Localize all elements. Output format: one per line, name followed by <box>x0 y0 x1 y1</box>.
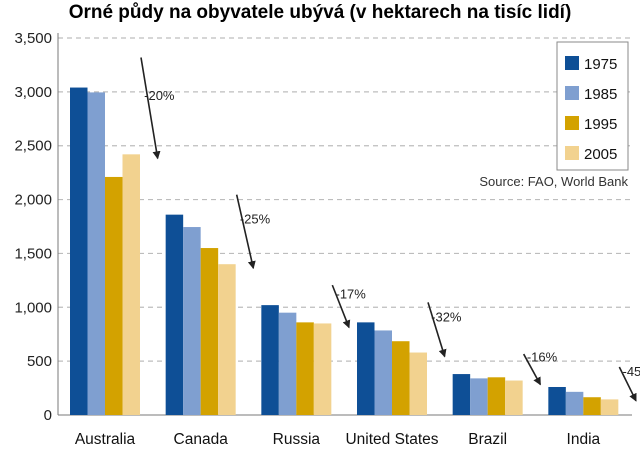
x-axis: Australia Canada Russia United States Brazil… <box>75 431 601 448</box>
legend-swatch <box>565 116 579 130</box>
bar <box>278 312 297 415</box>
x-tick-label: India <box>567 431 601 448</box>
change-arrow <box>140 57 161 160</box>
bar <box>409 352 427 415</box>
bar <box>505 380 523 415</box>
change-arrow <box>235 194 256 270</box>
bar <box>122 154 140 415</box>
legend: 1975 1985 1995 2005 Source: FAO, World Bank <box>479 41 629 189</box>
bar <box>374 330 392 415</box>
x-tick-label: Canada <box>174 431 229 448</box>
y-tick-label: 1,500 <box>14 245 52 262</box>
bar <box>183 227 201 415</box>
gridlines <box>58 37 632 362</box>
y-tick-label: 3,500 <box>14 30 52 47</box>
bar <box>452 374 471 415</box>
bar <box>70 87 88 415</box>
y-tick-label: 500 <box>27 353 52 370</box>
y-axis: 0 500 1,000 1,500 2,000 2,500 3,000 3,500 <box>14 30 632 424</box>
chart-title: Orné půdy na obyvatele ubývá (v hektarec… <box>68 2 572 23</box>
change-arrow <box>618 366 637 402</box>
bar <box>357 322 375 415</box>
bar <box>583 397 601 415</box>
change-label: -16% <box>527 349 558 364</box>
y-tick-label: 0 <box>44 407 52 424</box>
bar <box>261 305 279 415</box>
x-tick-label: Brazil <box>468 431 507 448</box>
change-arrow <box>331 284 351 329</box>
bar <box>487 377 506 415</box>
change-arrow <box>522 353 542 386</box>
x-tick-label: United States <box>345 431 438 448</box>
change-annotations: -20% -25% -17% -32% -16% -45% <box>140 57 640 402</box>
y-tick-label: 2,000 <box>14 192 52 209</box>
bar <box>600 399 619 415</box>
bar <box>470 378 488 415</box>
y-tick-label: 2,500 <box>14 138 52 155</box>
bar <box>296 322 314 415</box>
bar <box>87 92 105 415</box>
x-tick-label: Russia <box>273 431 321 448</box>
x-tick-label: Australia <box>75 431 136 448</box>
legend-swatch <box>565 56 579 70</box>
change-label: -45% <box>622 364 640 379</box>
bar <box>392 341 410 415</box>
legend-swatch <box>565 146 579 160</box>
bar <box>105 176 123 415</box>
bar <box>565 391 584 415</box>
bar <box>200 248 219 415</box>
change-label: -25% <box>240 211 271 226</box>
y-tick-label: 3,000 <box>14 84 52 101</box>
y-tick-label: 1,000 <box>14 299 52 316</box>
legend-label: 1975 <box>584 56 617 73</box>
legend-label: 1985 <box>584 86 617 103</box>
change-label: -17% <box>335 286 366 301</box>
bars <box>70 87 619 415</box>
bar <box>165 214 184 415</box>
change-label: -20% <box>144 88 175 103</box>
change-arrow <box>427 302 447 358</box>
bar <box>218 264 236 415</box>
change-label: -32% <box>431 309 462 324</box>
bar <box>548 386 566 415</box>
bar <box>313 323 332 415</box>
source-note: Source: FAO, World Bank <box>479 174 628 189</box>
legend-label: 2005 <box>584 146 617 163</box>
legend-label: 1995 <box>584 116 617 133</box>
legend-swatch <box>565 86 579 100</box>
